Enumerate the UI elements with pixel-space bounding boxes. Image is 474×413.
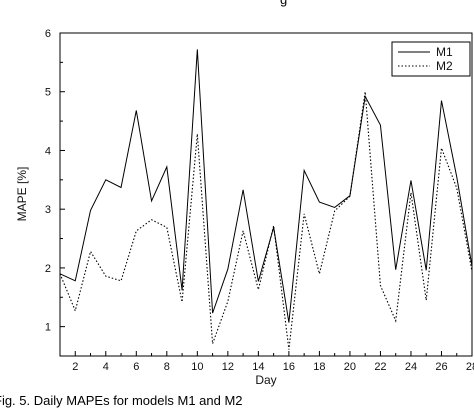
- x-tick-label: 24: [405, 361, 417, 373]
- data-point-m2: [136, 230, 137, 231]
- data-point-m2: [181, 301, 182, 302]
- data-point-m1: [227, 268, 228, 269]
- x-tick-label: 14: [252, 361, 264, 373]
- data-point-m2: [75, 310, 76, 311]
- x-tick-label: 22: [374, 361, 386, 373]
- data-point-m1: [90, 210, 91, 211]
- data-point-m1: [410, 180, 411, 181]
- y-tick-label: 3: [45, 204, 51, 216]
- data-point-m1: [75, 280, 76, 281]
- data-point-m2: [410, 192, 411, 193]
- data-point-m1: [197, 49, 198, 50]
- data-point-m2: [90, 251, 91, 252]
- data-point-m2: [380, 285, 381, 286]
- x-tick-label: 12: [222, 361, 234, 373]
- data-point-m1: [304, 170, 305, 171]
- data-point-m2: [288, 349, 289, 350]
- x-tick-label: 18: [313, 361, 325, 373]
- legend-label-m2: M2: [436, 59, 453, 73]
- data-point-m1: [426, 270, 427, 271]
- data-point-m2: [441, 148, 442, 149]
- legend-box: [391, 41, 471, 77]
- data-point-m1: [441, 100, 442, 101]
- series-line-m1: [59, 49, 473, 323]
- data-point-m2: [212, 343, 213, 344]
- y-tick-label: 5: [45, 87, 51, 99]
- data-point-m1: [151, 200, 152, 201]
- series-line-m2: [59, 91, 473, 350]
- y-tick-label: 4: [45, 145, 51, 157]
- data-point-m2: [227, 301, 228, 302]
- data-point-m1: [181, 290, 182, 291]
- data-point-m2: [273, 225, 274, 226]
- clipped-header-text: g: [280, 0, 287, 7]
- x-tick-label: 6: [133, 361, 139, 373]
- data-point-m2: [456, 187, 457, 188]
- x-tick-label: 4: [103, 361, 109, 373]
- data-point-m1: [334, 207, 335, 208]
- data-point-m1: [166, 166, 167, 167]
- data-point-m1: [136, 110, 137, 111]
- data-point-m2: [120, 280, 121, 281]
- data-point-m2: [151, 219, 152, 220]
- data-point-m1: [471, 266, 472, 267]
- data-point-m2: [304, 213, 305, 214]
- x-tick-label: 26: [435, 361, 447, 373]
- data-point-m2: [243, 230, 244, 231]
- data-point-m2: [319, 273, 320, 274]
- x-tick-label: 16: [283, 361, 295, 373]
- data-point-m2: [349, 196, 350, 197]
- data-point-m1: [105, 179, 106, 180]
- data-point-m1: [243, 189, 244, 190]
- y-axis-label: MAPE [%]: [15, 167, 29, 222]
- data-point-m2: [166, 227, 167, 228]
- data-point-m2: [258, 289, 259, 290]
- figure-caption: Fig. 5. Daily MAPEs for models M1 and M2: [0, 393, 243, 408]
- x-tick-label: 8: [164, 361, 170, 373]
- data-point-m2: [105, 276, 106, 277]
- legend-label-m1: M1: [436, 45, 453, 59]
- data-point-m2: [395, 320, 396, 321]
- data-point-m2: [426, 300, 427, 301]
- x-axis-label: Day: [255, 373, 276, 387]
- y-tick-label: 1: [45, 322, 51, 334]
- data-point-m1: [212, 313, 213, 314]
- x-tick-label: 28: [466, 361, 474, 373]
- data-point-m1: [288, 322, 289, 323]
- x-tick-label: 2: [72, 361, 78, 373]
- data-point-m1: [456, 176, 457, 177]
- data-point-m2: [334, 210, 335, 211]
- y-tick-label: 6: [45, 28, 51, 40]
- plot-frame: [59, 32, 473, 357]
- data-point-m1: [319, 202, 320, 203]
- data-point-m1: [120, 187, 121, 188]
- x-tick-label: 20: [344, 361, 356, 373]
- data-point-m1: [395, 269, 396, 270]
- y-tick-label: 2: [45, 263, 51, 275]
- data-point-m1: [258, 281, 259, 282]
- data-point-m2: [365, 91, 366, 92]
- x-tick-label: 10: [191, 361, 203, 373]
- data-point-m2: [471, 271, 472, 272]
- data-point-m1: [380, 125, 381, 126]
- data-point-m2: [197, 133, 198, 134]
- data-point-m2: [59, 273, 60, 274]
